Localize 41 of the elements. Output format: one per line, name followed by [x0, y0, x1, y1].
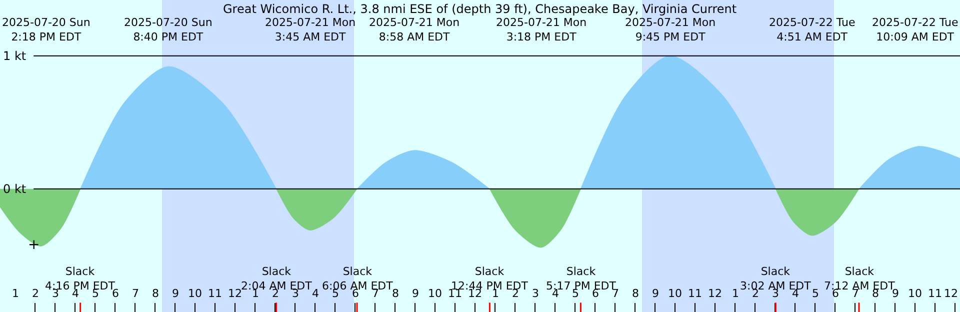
- annotation: 2025-07-21 Mon 3:18 PM EDT: [496, 16, 587, 44]
- x-tick-label: 7: [612, 287, 619, 300]
- annotation: 2025-07-20 Sun 2:18 PM EDT: [2, 16, 90, 44]
- x-tick-label: 12: [944, 287, 958, 300]
- x-tick-label: 5: [812, 287, 819, 300]
- annotation: 2025-07-21 Mon 8:58 AM EDT: [369, 16, 460, 44]
- x-tick-label: 1: [732, 287, 739, 300]
- x-tick-label: 12: [708, 287, 722, 300]
- x-tick-label: 3: [532, 287, 539, 300]
- chart-title: Great Wicomico R. Lt., 3.8 nmi ESE of (depth 39 ft), Chesapeake Bay, Virginia Current: [223, 2, 737, 16]
- annotation: 2025-07-22 Tue 10:09 AM EDT: [872, 16, 958, 44]
- x-tick-label: 1: [12, 287, 19, 300]
- x-tick-label: 5: [572, 287, 579, 300]
- annotation: 2025-07-21 Mon 9:45 PM EDT: [625, 16, 716, 44]
- x-tick-label: 8: [392, 287, 399, 300]
- x-tick-label: 9: [412, 287, 419, 300]
- x-tick-label: 6: [112, 287, 119, 300]
- x-tick-label: 11: [688, 287, 702, 300]
- x-tick-label: 4: [312, 287, 319, 300]
- x-tick-label: 9: [652, 287, 659, 300]
- x-tick-label: 10: [428, 287, 442, 300]
- x-tick-label: 9: [892, 287, 899, 300]
- annotation: 2025-07-20 Sun 8:40 PM EDT: [124, 16, 212, 44]
- x-tick-label: 8: [632, 287, 639, 300]
- x-tick-label: 4: [552, 287, 559, 300]
- x-tick-label: 3: [52, 287, 59, 300]
- x-tick-label: 11: [208, 287, 222, 300]
- x-tick-label: 7: [132, 287, 139, 300]
- x-tick-label: 10: [908, 287, 922, 300]
- x-tick-label: 8: [152, 287, 159, 300]
- x-tick-label: 12: [468, 287, 482, 300]
- x-tick-label: 10: [668, 287, 682, 300]
- x-tick-label: 12: [228, 287, 242, 300]
- x-tick-label: 11: [928, 287, 942, 300]
- x-tick-label: 2: [32, 287, 39, 300]
- annotation: +: [28, 237, 40, 253]
- annotation: 2025-07-21 Mon 3:45 AM EDT: [265, 16, 356, 44]
- x-tick-label: 10: [188, 287, 202, 300]
- annotation: 2025-07-22 Tue 4:51 AM EDT: [769, 16, 856, 44]
- y-tick-label: 1 kt: [3, 49, 26, 64]
- x-tick-label: 9: [172, 287, 179, 300]
